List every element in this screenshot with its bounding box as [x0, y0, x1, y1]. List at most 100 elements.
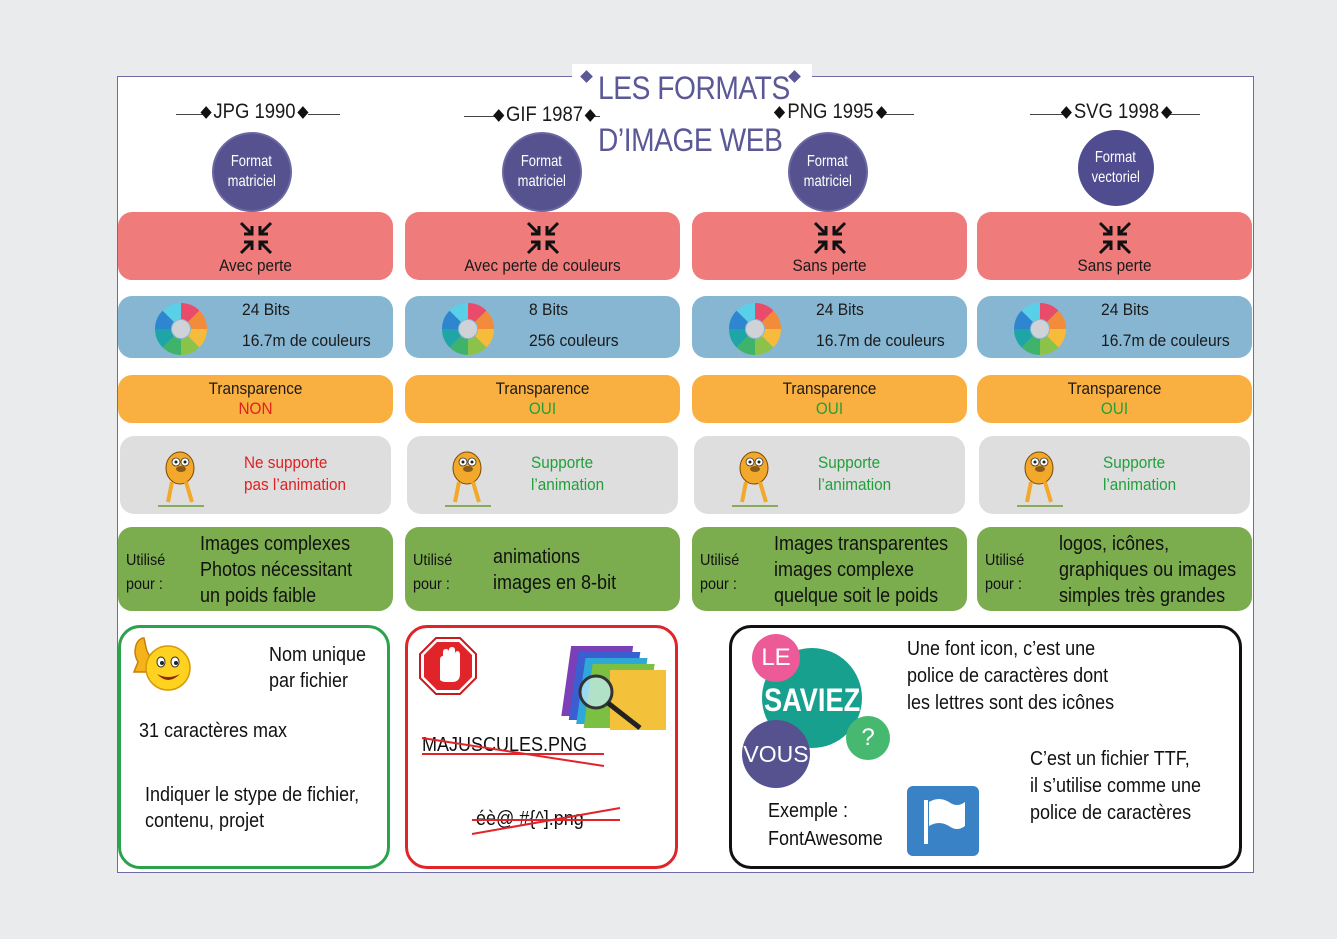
question-badge: ? — [846, 716, 890, 760]
compress-icon — [812, 220, 848, 256]
page-title-line1: LES FORMATS — [598, 70, 790, 106]
usage-text: animations — [493, 546, 581, 568]
column-head-svg: SVG 1998 — [1044, 100, 1189, 124]
usage-text: images complexe — [774, 559, 915, 581]
bits-label: 24 Bits — [816, 300, 864, 319]
compression-label: Avec perte — [219, 256, 292, 275]
transparency-value: NON — [238, 399, 273, 418]
usage-row: Utilisé pour : animations images en 8-bit — [405, 527, 680, 611]
transparency-row: Transparence NON — [118, 375, 393, 423]
strike-lines — [421, 737, 605, 767]
usage-row: Utilisé pour : logos, icônes, graphiques … — [977, 527, 1252, 611]
tip-text: Indiquer le stype de fichier, — [145, 784, 360, 806]
stop-hand-icon — [419, 637, 477, 695]
format-type-badge: Format vectoriel — [1078, 130, 1154, 206]
vous-badge: VOUS — [742, 720, 810, 788]
fact-text: police de caractères dont — [907, 665, 1109, 687]
compression-row: Avec perte — [118, 212, 393, 280]
compression-label: Sans perte — [1077, 256, 1152, 275]
transparency-row: Transparence OUI — [977, 375, 1252, 423]
naming-donts-box: MAJUSCULES.PNG éè@ #{^].png — [405, 625, 678, 869]
compress-icon — [238, 220, 274, 256]
transparency-value: OUI — [1100, 399, 1129, 418]
bad-filename: MAJUSCULES.PNG — [422, 734, 588, 756]
fact-text: police de caractères — [1030, 802, 1192, 824]
colors-label: 16.7m de couleurs — [816, 331, 945, 350]
fact-text: il s’utilise comme une — [1030, 775, 1202, 797]
transparency-label: Transparence — [1067, 379, 1162, 398]
example-value: FontAwesome — [768, 828, 883, 850]
compression-label: Sans perte — [792, 256, 867, 275]
animation-row: Supporte l’animation — [979, 436, 1250, 514]
bits-label: 8 Bits — [529, 300, 569, 319]
transparency-value: OUI — [528, 399, 557, 418]
page-title-line2: D’IMAGE WEB — [598, 122, 783, 158]
color-wheel-icon — [1013, 302, 1067, 356]
usage-label: Utilisé pour : — [985, 552, 1025, 593]
le-badge: LE — [752, 634, 800, 682]
transparency-row: Transparence OUI — [692, 375, 967, 423]
transparency-value: OUI — [815, 399, 844, 418]
usage-text: Images complexes — [200, 533, 351, 555]
bits-label: 24 Bits — [242, 300, 290, 319]
color-depth-row: 24 Bits 16.7m de couleurs — [692, 296, 967, 358]
animated-dog-icon — [445, 446, 493, 508]
animation-label: Supporte l’animation — [1103, 453, 1177, 494]
usage-text: graphiques ou images — [1059, 559, 1237, 581]
saviez-label: SAVIEZ — [764, 682, 861, 718]
diamond-icon — [580, 70, 593, 83]
animated-dog-icon — [1017, 446, 1065, 508]
tip-text: par fichier — [269, 670, 349, 692]
animation-row: Supporte l’animation — [694, 436, 965, 514]
usage-text: un poids faible — [200, 585, 317, 607]
compression-row: Avec perte de couleurs — [405, 212, 680, 280]
usage-text: simples très grandes — [1059, 585, 1226, 607]
animation-row: Ne supporte pas l’animation — [120, 436, 391, 514]
transparency-label: Transparence — [495, 379, 590, 398]
le-saviez-vous-box: LE SAVIEZ VOUS ? Une font icon, c’est un… — [729, 625, 1242, 869]
usage-text: Images transparentes — [774, 533, 949, 555]
example-label: Exemple : — [768, 800, 849, 822]
fact-text: Une font icon, c’est une — [907, 638, 1096, 660]
format-type-badge: Format matriciel — [504, 134, 580, 210]
header-rule — [1030, 114, 1064, 115]
folder-search-icon — [558, 640, 670, 734]
color-wheel-icon — [154, 302, 208, 356]
fact-text: C’est un fichier TTF, — [1030, 748, 1190, 770]
column-head-gif: GIF 1987 — [472, 103, 617, 127]
naming-tips-box: Nom unique par fichier 31 caractères max… — [118, 625, 390, 869]
colors-label: 16.7m de couleurs — [242, 331, 371, 350]
transparency-row: Transparence OUI — [405, 375, 680, 423]
usage-text: Photos nécessitant — [200, 559, 353, 581]
color-depth-row: 24 Bits 16.7m de couleurs — [118, 296, 393, 358]
format-type-badge: Format matriciel — [214, 134, 290, 210]
color-wheel-icon — [441, 302, 495, 356]
header-rule — [464, 116, 498, 117]
usage-text: logos, icônes, — [1059, 533, 1170, 555]
color-wheel-icon — [728, 302, 782, 356]
compress-icon — [1097, 220, 1133, 256]
animation-label: Supporte l’animation — [818, 453, 892, 494]
thumbs-up-smiley-icon — [132, 637, 191, 691]
header-rule — [176, 114, 210, 115]
column-head-png: PNG 1995 — [758, 100, 903, 124]
tip-text: 31 caractères max — [139, 720, 288, 742]
compress-icon — [525, 220, 561, 256]
usage-row: Utilisé pour : Images transparentes image… — [692, 527, 967, 611]
transparency-label: Transparence — [782, 379, 877, 398]
animation-label: Ne supporte pas l’animation — [244, 453, 347, 494]
title-block: LES FORMATS D’IMAGE WEB — [572, 64, 812, 164]
diamond-icon — [788, 70, 801, 83]
bits-label: 24 Bits — [1101, 300, 1149, 319]
header-rule — [590, 116, 600, 117]
tip-text: Nom unique — [269, 644, 367, 666]
column-head-jpg: JPG 1990 — [182, 100, 327, 124]
header-rule — [308, 114, 340, 115]
header-rule — [884, 114, 914, 115]
flag-icon — [907, 786, 979, 856]
format-type-badge: Format matriciel — [790, 134, 866, 210]
strike-lines — [471, 807, 621, 835]
animated-dog-icon — [158, 446, 206, 508]
usage-text: quelque soit le poids — [774, 585, 939, 607]
usage-label: Utilisé pour : — [126, 552, 166, 593]
